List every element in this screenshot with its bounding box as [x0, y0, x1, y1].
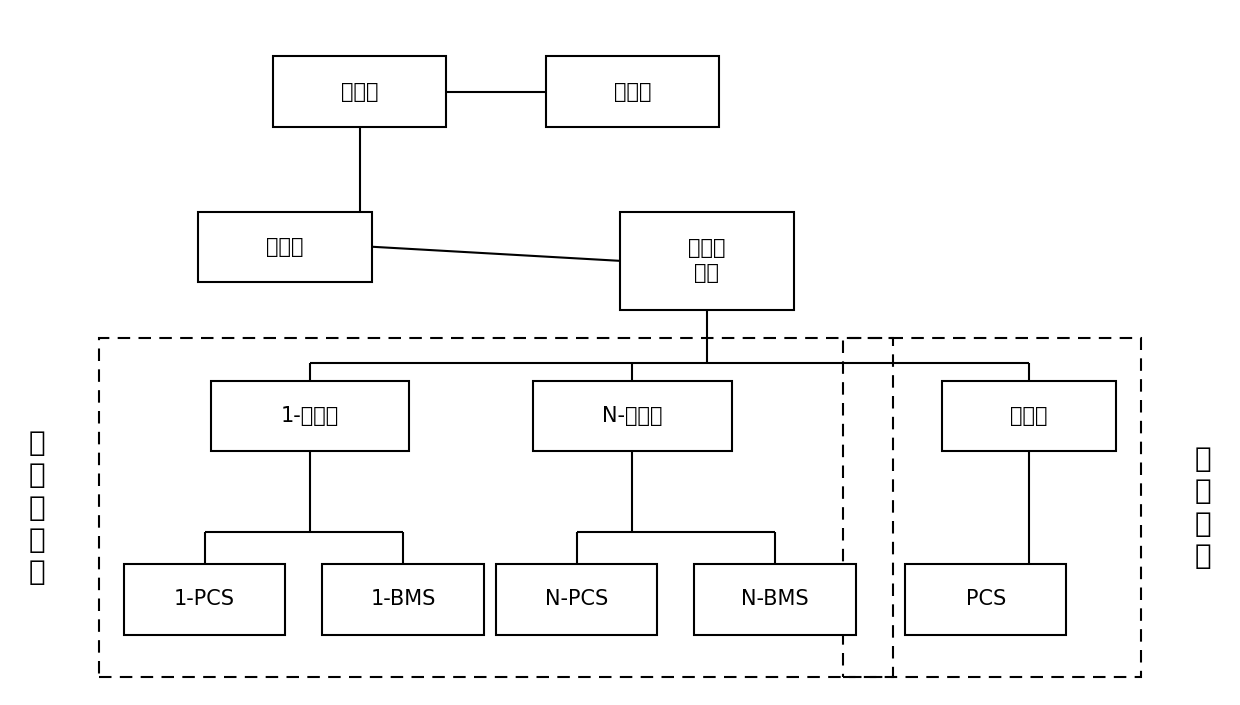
Bar — [99, 338, 893, 677]
Text: 一级交
换机: 一级交 换机 — [688, 238, 725, 283]
Bar — [496, 564, 657, 634]
Bar — [322, 564, 484, 634]
Bar — [211, 381, 409, 451]
Text: 飞
轮
储
能: 飞 轮 储 能 — [1194, 445, 1211, 570]
Text: 工作站: 工作站 — [341, 82, 378, 102]
Bar — [694, 564, 856, 634]
Bar — [843, 338, 1141, 677]
Bar — [546, 56, 719, 127]
Bar — [620, 212, 794, 310]
Bar — [942, 381, 1116, 451]
Bar — [124, 564, 285, 634]
Text: 1-PCS: 1-PCS — [174, 589, 236, 609]
Text: 服务器: 服务器 — [614, 82, 651, 102]
Text: N-控制器: N-控制器 — [603, 406, 662, 426]
Bar — [533, 381, 732, 451]
Text: 控制器: 控制器 — [1011, 406, 1048, 426]
Text: N-BMS: N-BMS — [742, 589, 808, 609]
Text: N-PCS: N-PCS — [544, 589, 609, 609]
Bar — [198, 212, 372, 282]
Bar — [905, 564, 1066, 634]
Text: 锂
电
池
储
能: 锂 电 池 储 能 — [29, 429, 46, 587]
Bar — [273, 56, 446, 127]
Text: 路由器: 路由器 — [267, 237, 304, 257]
Text: 1-控制器: 1-控制器 — [281, 406, 339, 426]
Text: 1-BMS: 1-BMS — [371, 589, 435, 609]
Text: PCS: PCS — [966, 589, 1006, 609]
